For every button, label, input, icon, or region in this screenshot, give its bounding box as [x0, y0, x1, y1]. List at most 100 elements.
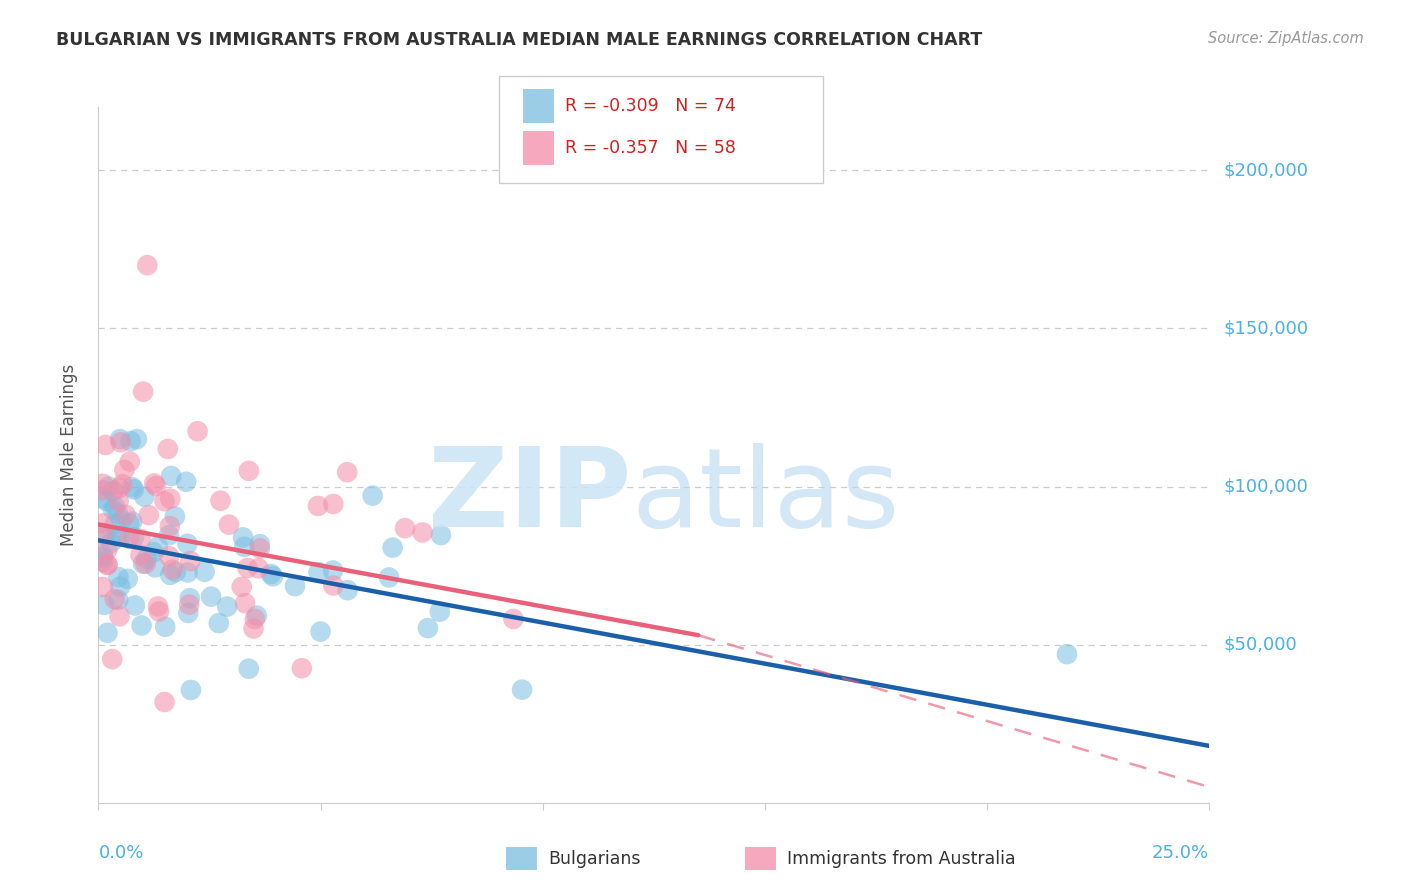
Point — [233, 540, 256, 554]
Y-axis label: Median Male Earnings: Median Male Earnings — [59, 364, 77, 546]
Point — [91, 483, 114, 498]
Point — [108, 530, 131, 544]
Point — [249, 537, 271, 551]
Point — [194, 565, 217, 579]
Point — [138, 508, 160, 523]
Point — [120, 434, 142, 449]
Point — [336, 465, 359, 479]
Point — [179, 598, 201, 612]
Point — [96, 542, 118, 557]
Point — [100, 535, 122, 549]
Point — [308, 565, 330, 579]
Point — [176, 566, 198, 580]
Point — [146, 599, 169, 614]
Point — [107, 507, 129, 521]
Point — [430, 528, 453, 542]
Point — [118, 454, 141, 468]
Point — [118, 516, 141, 531]
Point — [179, 554, 201, 568]
Point — [378, 570, 401, 584]
Point — [322, 497, 344, 511]
Point — [91, 476, 114, 491]
Point — [177, 606, 200, 620]
Point — [153, 494, 176, 508]
Point — [260, 566, 283, 581]
Point — [231, 580, 253, 594]
Point — [107, 593, 129, 607]
Point — [162, 563, 184, 577]
Point — [242, 622, 264, 636]
Point — [131, 618, 153, 632]
Point — [163, 509, 186, 524]
Point — [284, 579, 307, 593]
Point — [122, 530, 145, 544]
Point — [132, 557, 155, 571]
Point — [153, 695, 176, 709]
Point — [122, 483, 145, 497]
Point — [336, 583, 359, 598]
Point — [429, 605, 451, 619]
Point — [159, 567, 181, 582]
Point — [148, 605, 170, 619]
Text: $50,000: $50,000 — [1223, 636, 1296, 654]
Point — [309, 624, 332, 639]
Point — [91, 549, 114, 563]
Point — [143, 560, 166, 574]
Point — [107, 494, 129, 508]
Text: 0.0%: 0.0% — [98, 844, 143, 862]
Text: BULGARIAN VS IMMIGRANTS FROM AUSTRALIA MEDIAN MALE EARNINGS CORRELATION CHART: BULGARIAN VS IMMIGRANTS FROM AUSTRALIA M… — [56, 31, 983, 49]
Point — [157, 528, 180, 542]
Point — [91, 580, 114, 594]
Point — [187, 424, 209, 438]
Point — [209, 493, 232, 508]
Point — [159, 491, 181, 506]
Point — [208, 616, 231, 631]
Point — [105, 529, 128, 543]
Point — [249, 541, 271, 556]
Point — [93, 598, 115, 612]
Point — [157, 549, 180, 564]
Point — [108, 481, 131, 495]
Point — [232, 530, 254, 544]
Point — [307, 499, 329, 513]
Point — [262, 569, 284, 583]
Point — [218, 517, 240, 532]
Point — [160, 469, 183, 483]
Point — [121, 515, 143, 529]
Point — [381, 541, 404, 555]
Point — [91, 550, 114, 565]
Point — [159, 519, 181, 533]
Point — [91, 525, 114, 540]
Point — [361, 489, 384, 503]
Point — [135, 552, 157, 566]
Text: $150,000: $150,000 — [1223, 319, 1309, 337]
Point — [104, 500, 127, 514]
Point — [246, 608, 269, 623]
Point — [108, 580, 131, 594]
Point — [180, 683, 202, 698]
Text: $100,000: $100,000 — [1223, 477, 1308, 496]
Point — [322, 564, 344, 578]
Text: R = -0.357   N = 58: R = -0.357 N = 58 — [565, 139, 737, 157]
Point — [132, 384, 155, 399]
Point — [142, 545, 165, 559]
Point — [136, 258, 159, 272]
Point — [129, 532, 152, 546]
Text: R = -0.309   N = 74: R = -0.309 N = 74 — [565, 97, 737, 115]
Point — [124, 599, 146, 613]
Point — [510, 682, 533, 697]
Point — [156, 442, 179, 456]
Point — [96, 625, 118, 640]
Point — [110, 435, 132, 450]
Point — [94, 529, 117, 543]
Point — [118, 532, 141, 546]
Point — [502, 612, 524, 626]
Point — [94, 438, 117, 452]
Point — [108, 432, 131, 446]
Point — [217, 599, 239, 614]
Text: $200,000: $200,000 — [1223, 161, 1308, 179]
Point — [111, 514, 134, 528]
Point — [236, 561, 259, 575]
Point — [91, 491, 114, 506]
Point — [145, 479, 167, 493]
